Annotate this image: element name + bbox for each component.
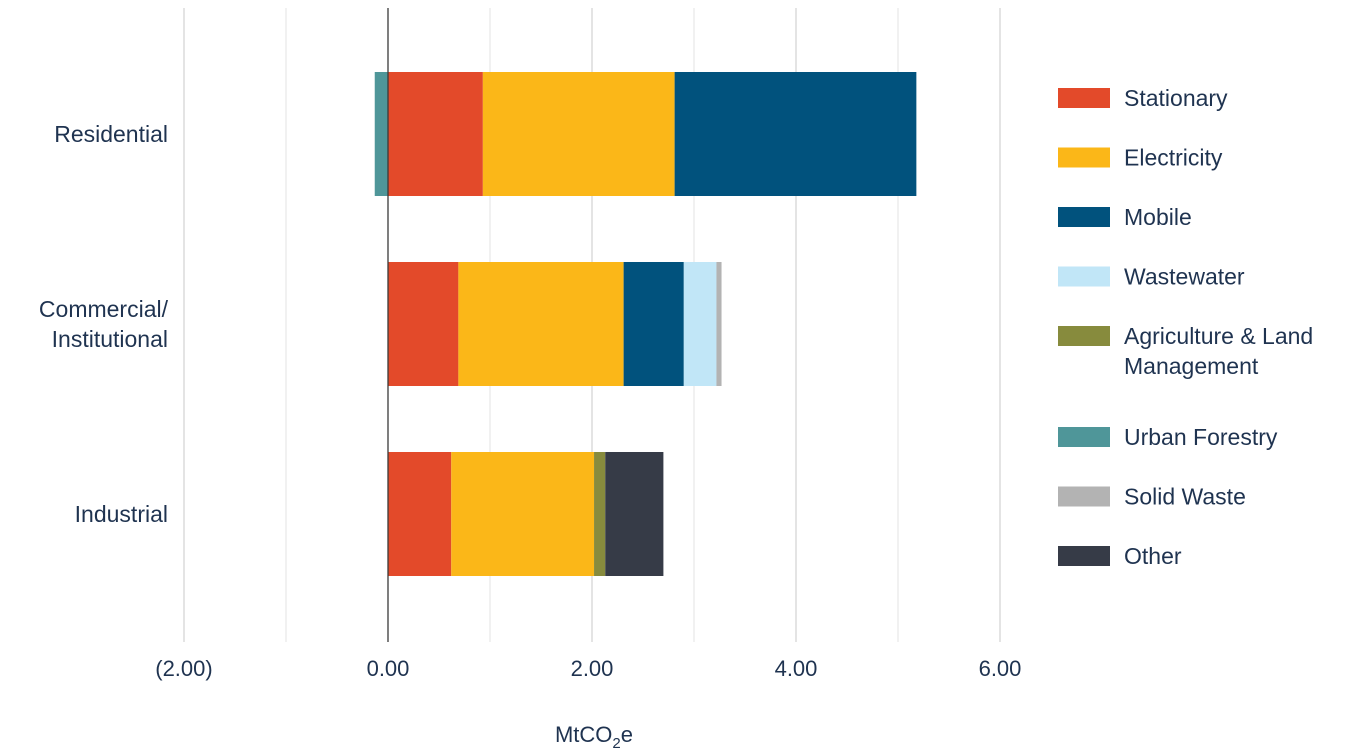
legend-swatch bbox=[1058, 326, 1110, 346]
bars bbox=[374, 72, 917, 576]
category-labels: Residential Commercial/Institutional Indus… bbox=[39, 121, 169, 527]
legend-label: Solid Waste bbox=[1124, 484, 1246, 510]
bar-segment bbox=[388, 452, 452, 576]
bar-segment bbox=[594, 452, 606, 576]
legend-swatch bbox=[1058, 147, 1110, 168]
x-tick-label: 6.00 bbox=[979, 656, 1022, 681]
bar-segment bbox=[374, 72, 388, 196]
legend-label-line: Management bbox=[1124, 353, 1259, 379]
bar-segment bbox=[716, 262, 722, 386]
legend: Stationary Electricity Mobile Wastewater Agr… bbox=[1058, 85, 1313, 569]
bar-segment bbox=[388, 262, 459, 386]
x-tick-label: 2.00 bbox=[571, 656, 614, 681]
x-axis-label-suffix: e bbox=[621, 722, 633, 747]
x-tick-labels: (2.00) 0.00 2.00 4.00 6.00 bbox=[155, 656, 1021, 681]
bar-segment bbox=[451, 452, 595, 576]
bar-segment bbox=[482, 72, 675, 196]
legend-swatch bbox=[1058, 266, 1110, 287]
category-label-line: Industrial bbox=[75, 501, 168, 527]
legend-swatch bbox=[1058, 486, 1110, 507]
category-label-line: Commercial/ bbox=[39, 296, 169, 322]
legend-label-line: Electricity bbox=[1124, 145, 1223, 171]
bar-segment bbox=[458, 262, 624, 386]
legend-label-line: Urban Forestry bbox=[1124, 424, 1278, 450]
x-tick-label: (2.00) bbox=[155, 656, 212, 681]
legend-swatch bbox=[1058, 207, 1110, 227]
bar-segment bbox=[388, 72, 483, 196]
x-axis-label: MtCO2e bbox=[555, 722, 633, 750]
legend-label: Urban Forestry bbox=[1124, 424, 1278, 450]
category-label: Residential bbox=[54, 121, 168, 147]
legend-label-line: Mobile bbox=[1124, 204, 1192, 230]
legend-swatch bbox=[1058, 427, 1110, 447]
category-label: Industrial bbox=[75, 501, 168, 527]
legend-label: Wastewater bbox=[1124, 264, 1245, 290]
legend-label-line: Other bbox=[1124, 543, 1182, 569]
legend-label-line: Stationary bbox=[1124, 85, 1228, 111]
bar-segment bbox=[605, 452, 664, 576]
category-label-line: Institutional bbox=[52, 326, 168, 352]
legend-label-line: Solid Waste bbox=[1124, 484, 1246, 510]
bar-segment bbox=[623, 262, 684, 386]
bar-segment bbox=[683, 262, 717, 386]
x-axis-label-main: MtCO bbox=[555, 722, 612, 747]
legend-swatch bbox=[1058, 546, 1110, 566]
legend-label-line: Wastewater bbox=[1124, 264, 1245, 290]
x-axis-label-subscript: 2 bbox=[612, 735, 620, 750]
legend-label-line: Agriculture & Land bbox=[1124, 323, 1313, 349]
legend-label: Agriculture & Land Management bbox=[1124, 323, 1313, 379]
bar-segment bbox=[674, 72, 917, 196]
legend-label: Electricity bbox=[1124, 145, 1223, 171]
legend-label: Stationary bbox=[1124, 85, 1228, 111]
legend-label: Mobile bbox=[1124, 204, 1192, 230]
legend-label: Other bbox=[1124, 543, 1182, 569]
legend-swatch bbox=[1058, 88, 1110, 108]
category-label-line: Residential bbox=[54, 121, 168, 147]
x-tick-label: 4.00 bbox=[775, 656, 818, 681]
x-tick-label: 0.00 bbox=[367, 656, 410, 681]
category-label: Commercial/Institutional bbox=[39, 296, 169, 352]
